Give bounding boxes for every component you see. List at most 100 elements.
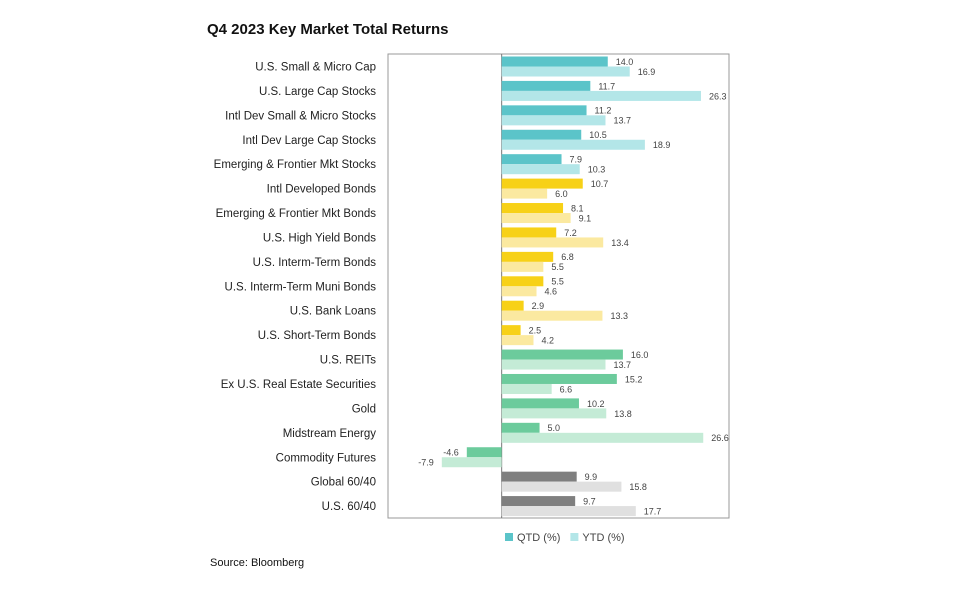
data-label: 17.7: [644, 506, 662, 516]
bar: [501, 471, 577, 482]
y-tick-label: U.S. 60/40: [322, 501, 376, 513]
data-label: 16.0: [631, 350, 649, 360]
data-label: 10.7: [591, 179, 609, 189]
y-tick-label: U.S. Interm-Term Bonds: [253, 257, 377, 269]
bar: [501, 286, 537, 297]
data-label: 6.8: [561, 252, 574, 262]
y-tick-label: U.S. Bank Loans: [290, 306, 377, 318]
data-label: -4.6: [443, 448, 459, 458]
data-label: 2.9: [532, 301, 545, 311]
y-tick-label: Global 60/40: [311, 477, 376, 489]
y-tick-label: U.S. High Yield Bonds: [263, 232, 376, 244]
data-label: 6.0: [555, 189, 568, 199]
y-tick-label: Intl Dev Large Cap Stocks: [242, 135, 376, 147]
bar: [501, 56, 608, 67]
bar: [501, 213, 571, 224]
bar: [501, 66, 630, 77]
data-label: 9.1: [579, 213, 592, 223]
y-tick-label: U.S. Interm-Term Muni Bonds: [225, 281, 377, 293]
bar: [501, 154, 562, 165]
y-tick-label: Emerging & Frontier Mkt Stocks: [214, 159, 377, 171]
bar: [501, 408, 607, 419]
data-label: 15.8: [629, 482, 647, 492]
y-tick-label: Commodity Futures: [276, 452, 377, 464]
bar: [501, 261, 544, 272]
data-label: 16.9: [638, 67, 656, 77]
data-label: 11.7: [598, 81, 615, 91]
y-tick-label: Emerging & Frontier Mkt Bonds: [216, 208, 377, 220]
bar: [501, 227, 557, 238]
data-label: 11.2: [595, 106, 612, 116]
bar: [501, 506, 636, 517]
bar: [501, 310, 603, 321]
data-label: 5.5: [551, 277, 564, 287]
data-label: 2.5: [529, 326, 542, 336]
bar: [501, 422, 540, 433]
plot-frame: [387, 53, 730, 519]
data-label: 9.9: [585, 472, 598, 482]
bar: [501, 359, 606, 370]
data-label: -7.9: [418, 458, 434, 468]
data-label: 5.0: [548, 423, 561, 433]
data-label: 4.6: [545, 287, 558, 297]
data-label: 10.3: [588, 165, 606, 175]
bar: [501, 178, 583, 189]
bar: [501, 335, 534, 346]
data-label: 13.3: [610, 311, 628, 321]
bar: [501, 105, 587, 116]
legend-swatch: [570, 533, 579, 541]
data-label: 26.6: [711, 433, 729, 443]
bar: [501, 276, 544, 287]
data-label: 5.5: [551, 262, 564, 272]
data-label: 26.3: [709, 91, 727, 101]
bar: [466, 447, 502, 458]
bar: [501, 398, 579, 409]
data-label: 15.2: [625, 374, 643, 384]
bar: [501, 129, 582, 140]
bar: [501, 139, 645, 150]
bar: [501, 496, 576, 507]
bar: [441, 457, 502, 468]
bar: [501, 203, 564, 214]
bar: [501, 373, 617, 384]
legend-swatch: [505, 533, 513, 541]
bar: [501, 300, 524, 311]
bar: [501, 251, 554, 262]
legend-label: QTD (%): [517, 532, 560, 544]
data-label: 14.0: [616, 57, 634, 67]
y-tick-label: Intl Developed Bonds: [267, 184, 377, 196]
data-label: 10.2: [587, 399, 605, 409]
data-label: 7.9: [570, 155, 583, 165]
bar: [501, 188, 548, 199]
data-label: 8.1: [571, 203, 584, 213]
source-note: Source: Bloomberg: [210, 557, 304, 569]
y-tick-label: Gold: [352, 403, 376, 415]
bar: [501, 90, 701, 101]
bar: [501, 115, 606, 126]
data-label: 6.6: [560, 384, 573, 394]
data-label: 13.7: [613, 116, 631, 126]
data-label: 13.7: [613, 360, 631, 370]
data-label: 9.7: [583, 496, 596, 506]
y-tick-label: U.S. Short-Term Bonds: [258, 330, 376, 342]
data-label: 10.5: [589, 130, 607, 140]
bar: [501, 349, 623, 360]
legend-label: YTD (%): [582, 532, 624, 544]
chart-title: Q4 2023 Key Market Total Returns: [207, 21, 448, 38]
y-tick-label: U.S. Large Cap Stocks: [259, 86, 376, 98]
bar: [501, 164, 580, 175]
bar: [501, 80, 591, 91]
data-label: 18.9: [653, 140, 671, 150]
y-tick-label: Ex U.S. Real Estate Securities: [221, 379, 377, 391]
bar: [501, 383, 552, 394]
bar: [501, 481, 622, 492]
data-label: 13.8: [614, 409, 632, 419]
y-tick-label: U.S. REITs: [320, 355, 376, 367]
bar: [501, 237, 604, 248]
data-label: 4.2: [541, 336, 554, 346]
data-label: 13.4: [611, 238, 629, 248]
data-label: 7.2: [564, 228, 577, 238]
y-tick-label: Intl Dev Small & Micro Stocks: [225, 110, 376, 122]
